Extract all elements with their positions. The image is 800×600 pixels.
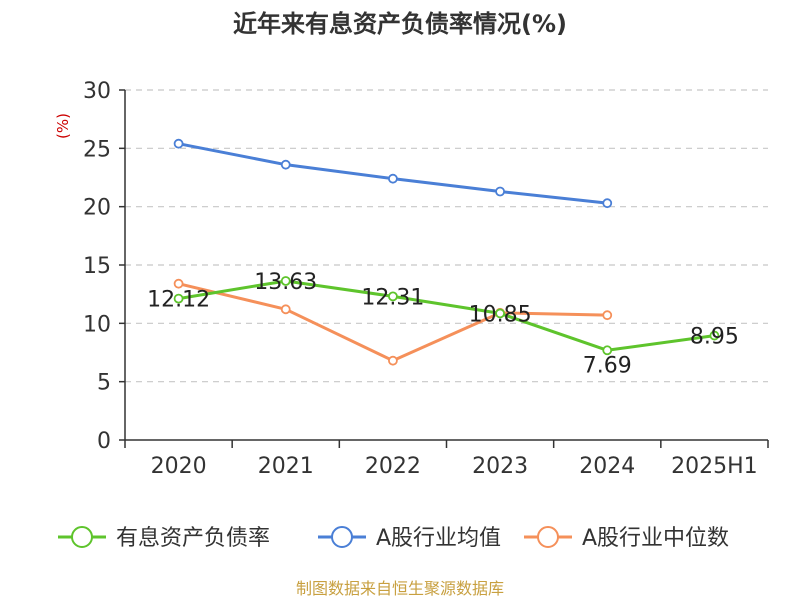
data-point-2-2 [388,355,398,366]
legend: 有息资产负债率 A股行业均值 A股行业中位数 [58,526,729,551]
series-line-0 [178,279,715,352]
x-tick-label-2020: 2020 [151,454,207,479]
legend-swatch-marker-1 [331,526,353,548]
x-tick-label-2025H1: 2025H1 [671,454,758,479]
legend-label-2: A股行业中位数 [582,526,729,551]
y-tick-label-30: 30 [83,79,111,104]
y-tick-label-0: 0 [97,429,111,454]
data-point-0-2 [388,291,398,302]
data-point-0-0 [173,293,184,304]
x-tick-label-2023: 2023 [472,454,528,479]
data-label-5: 8.95 [690,325,739,350]
data-label-0: 12.12 [147,288,210,313]
legend-item-1: A股行业均值 [318,526,501,551]
x-tick-label-2022: 2022 [365,454,421,479]
legend-label-0: 有息资产负债率 [116,526,270,551]
gridlines [125,89,768,383]
axes: 0 5 10 15 20 25 30 2020 2021 2022 2023 2024 2025H1 [83,79,769,479]
x-tick-label-2024: 2024 [579,454,635,479]
data-point-0-3 [495,308,505,319]
data-point-0-1 [280,276,291,286]
data-label-2: 12.31 [361,285,424,310]
series-0 [173,276,720,356]
y-axis-label: (%) [54,113,72,139]
x-tick-label-2021: 2021 [258,454,314,479]
series-1 [173,138,613,209]
data-label-3: 10.85 [469,302,532,327]
y-tick-label-15: 15 [83,254,111,279]
data-point-1-2 [388,173,398,184]
series-line-1 [178,142,608,205]
y-tick-label-5: 5 [97,371,111,396]
data-point-1-0 [173,138,184,149]
data-label-4: 7.69 [583,353,632,378]
data-point-1-4 [602,198,613,209]
legend-swatch-marker-2 [537,526,559,548]
data-point-2-0 [173,278,184,289]
legend-label-1: A股行业均值 [376,526,501,551]
data-label-1: 13.63 [254,270,317,295]
y-tick-label-10: 10 [83,312,111,337]
source-note: 制图数据来自恒生聚源数据库 [296,579,504,598]
chart-title: 近年来有息资产负债率情况(%) [233,10,567,38]
legend-item-0: 有息资产负债率 [58,526,270,551]
series-lines [173,138,720,366]
data-labels: 12.12 13.63 12.31 10.85 7.69 8.95 [147,270,739,378]
data-point-1-1 [280,159,291,170]
y-tick-label-25: 25 [83,137,111,162]
legend-item-2: A股行业中位数 [524,526,729,551]
y-tick-label-20: 20 [83,196,111,221]
data-point-2-1 [280,304,291,315]
data-point-2-4 [602,310,613,321]
data-point-0-5 [709,330,720,341]
legend-swatch-marker-0 [71,526,93,548]
data-point-1-3 [495,186,505,197]
data-point-0-4 [602,345,613,356]
